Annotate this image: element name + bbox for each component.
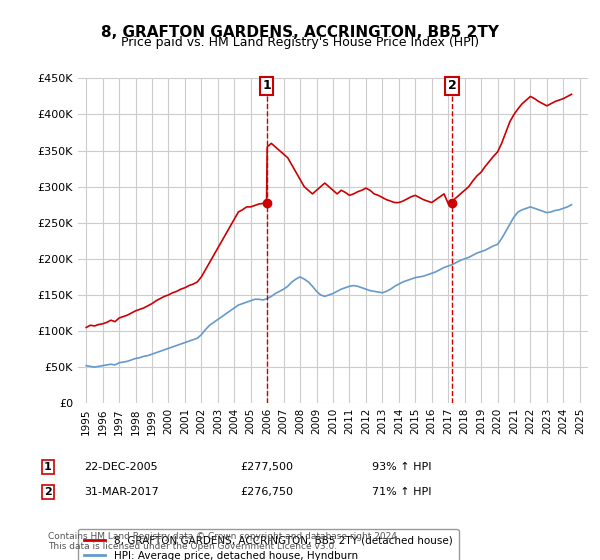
Text: 22-DEC-2005: 22-DEC-2005	[84, 462, 158, 472]
Text: £277,500: £277,500	[240, 462, 293, 472]
Text: 1: 1	[44, 462, 52, 472]
Text: 2: 2	[448, 79, 457, 92]
Text: 31-MAR-2017: 31-MAR-2017	[84, 487, 159, 497]
Text: 1: 1	[262, 79, 271, 92]
Text: Contains HM Land Registry data © Crown copyright and database right 2024.
This d: Contains HM Land Registry data © Crown c…	[48, 532, 400, 552]
Text: 2: 2	[44, 487, 52, 497]
Text: 93% ↑ HPI: 93% ↑ HPI	[372, 462, 431, 472]
Text: Price paid vs. HM Land Registry's House Price Index (HPI): Price paid vs. HM Land Registry's House …	[121, 36, 479, 49]
Text: 71% ↑ HPI: 71% ↑ HPI	[372, 487, 431, 497]
Text: £276,750: £276,750	[240, 487, 293, 497]
Legend: 8, GRAFTON GARDENS, ACCRINGTON, BB5 2TY (detached house), HPI: Average price, de: 8, GRAFTON GARDENS, ACCRINGTON, BB5 2TY …	[78, 529, 458, 560]
Text: 8, GRAFTON GARDENS, ACCRINGTON, BB5 2TY: 8, GRAFTON GARDENS, ACCRINGTON, BB5 2TY	[101, 25, 499, 40]
